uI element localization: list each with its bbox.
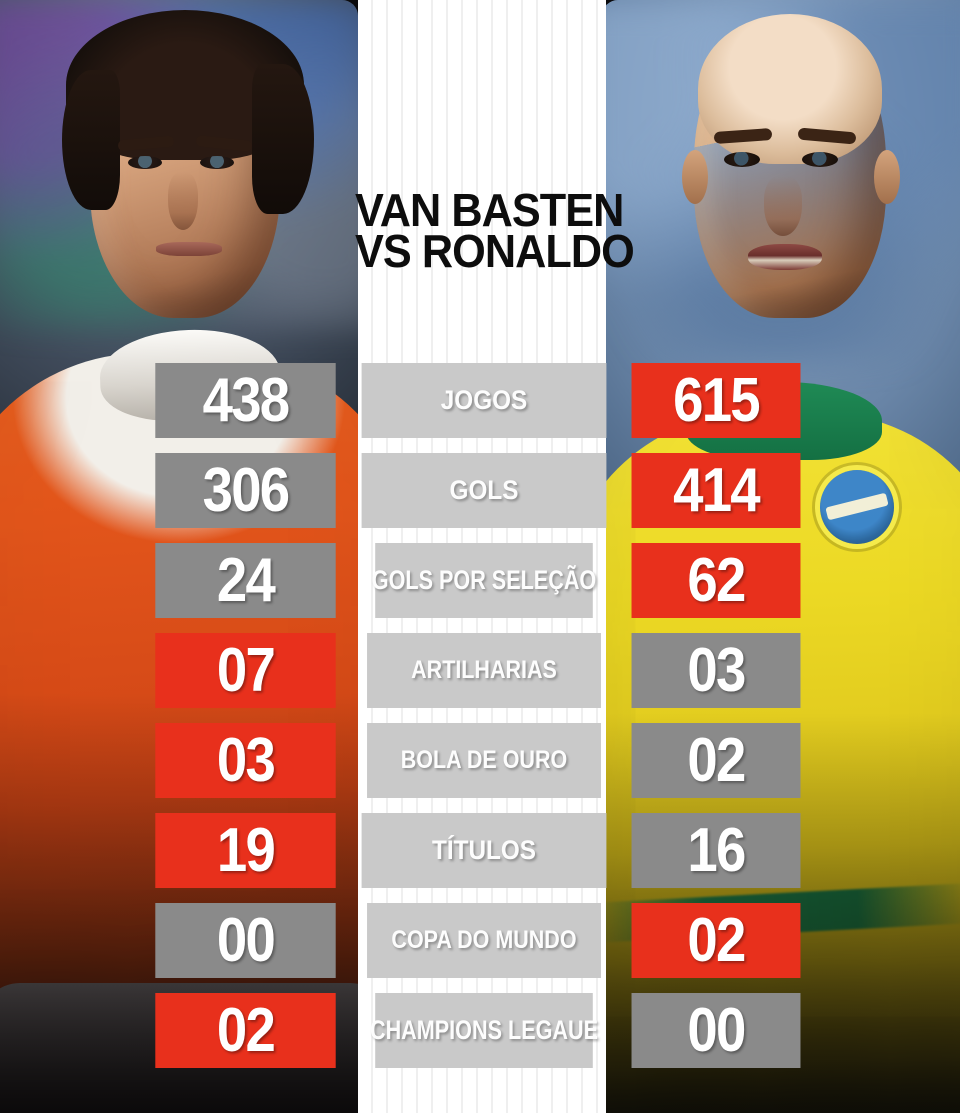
nose-left bbox=[168, 172, 198, 230]
stat-value-right: 02 bbox=[631, 903, 801, 978]
hair-side-right bbox=[252, 64, 314, 214]
stat-label: JOGOS bbox=[361, 363, 607, 438]
stats-table: 438 JOGOS 615 306 GOLS 414 24 GOLS POR S… bbox=[0, 363, 960, 1083]
table-row: 19 TÍTULOS 16 bbox=[0, 813, 960, 888]
stat-value-right: 02 bbox=[631, 723, 801, 798]
table-row: 24 GOLS POR SELEÇÃO 62 bbox=[0, 543, 960, 618]
stat-value-left: 00 bbox=[155, 903, 336, 978]
page-title: VAN BASTEN VS RONALDO bbox=[355, 184, 635, 278]
table-row: 07 ARTILHARIAS 03 bbox=[0, 633, 960, 708]
title-line-1: VAN BASTEN bbox=[355, 184, 624, 236]
stat-value-left: 438 bbox=[155, 363, 336, 438]
ear-right bbox=[874, 150, 900, 204]
stat-value-right: 615 bbox=[631, 363, 801, 438]
stat-value-left: 03 bbox=[155, 723, 336, 798]
title-line-2: VS RONALDO bbox=[355, 225, 635, 278]
table-row: 03 BOLA DE OURO 02 bbox=[0, 723, 960, 798]
nose-right bbox=[764, 176, 802, 236]
table-row: 00 COPA DO MUNDO 02 bbox=[0, 903, 960, 978]
table-row: 306 GOLS 414 bbox=[0, 453, 960, 528]
stat-value-right: 16 bbox=[631, 813, 801, 888]
stat-value-left: 306 bbox=[155, 453, 336, 528]
table-row: 438 JOGOS 615 bbox=[0, 363, 960, 438]
stat-value-left: 07 bbox=[155, 633, 336, 708]
cbf-crest-icon bbox=[820, 470, 894, 544]
stat-value-left: 02 bbox=[155, 993, 336, 1068]
stat-value-left: 24 bbox=[155, 543, 336, 618]
stat-value-right: 00 bbox=[631, 993, 801, 1068]
table-row: 02 CHAMPIONS LEGAUE 00 bbox=[0, 993, 960, 1068]
stat-label: BOLA DE OURO bbox=[367, 723, 601, 798]
eye-left bbox=[128, 156, 162, 169]
stat-value-right: 414 bbox=[631, 453, 801, 528]
eye-right-r bbox=[802, 152, 838, 167]
stat-value-left: 19 bbox=[155, 813, 336, 888]
hair-side-left bbox=[62, 70, 120, 210]
stat-label: COPA DO MUNDO bbox=[367, 903, 601, 978]
stat-label: ARTILHARIAS bbox=[367, 633, 601, 708]
mouth-right bbox=[748, 244, 822, 270]
stat-value-right: 03 bbox=[631, 633, 801, 708]
eye-right bbox=[200, 156, 234, 169]
stat-label: TÍTULOS bbox=[361, 813, 607, 888]
stat-label: GOLS bbox=[361, 453, 607, 528]
stat-value-right: 62 bbox=[631, 543, 801, 618]
ear-left bbox=[682, 150, 708, 204]
stat-label: GOLS POR SELEÇÃO bbox=[372, 543, 596, 618]
eye-left-r bbox=[724, 152, 760, 167]
stat-label: CHAMPIONS LEGAUE bbox=[370, 993, 598, 1068]
mouth-left bbox=[156, 242, 222, 256]
